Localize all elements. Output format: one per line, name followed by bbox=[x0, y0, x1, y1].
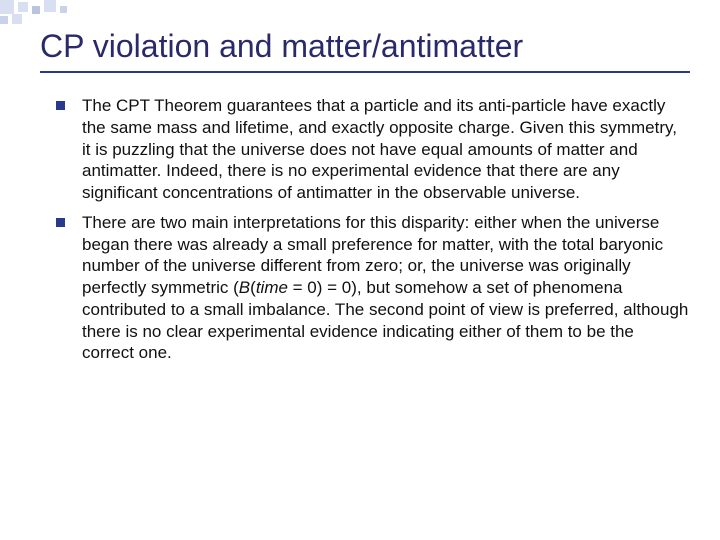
corner-decoration bbox=[0, 0, 120, 25]
bullet-text: The CPT Theorem guarantees that a partic… bbox=[82, 96, 677, 202]
bullet-list: The CPT Theorem guarantees that a partic… bbox=[40, 95, 690, 364]
slide-content: CP violation and matter/antimatter The C… bbox=[40, 28, 690, 372]
bullet-text: There are two main interpretations for t… bbox=[82, 213, 688, 363]
bullet-item: There are two main interpretations for t… bbox=[52, 212, 690, 364]
slide-title: CP violation and matter/antimatter bbox=[40, 28, 690, 73]
bullet-item: The CPT Theorem guarantees that a partic… bbox=[52, 95, 690, 204]
